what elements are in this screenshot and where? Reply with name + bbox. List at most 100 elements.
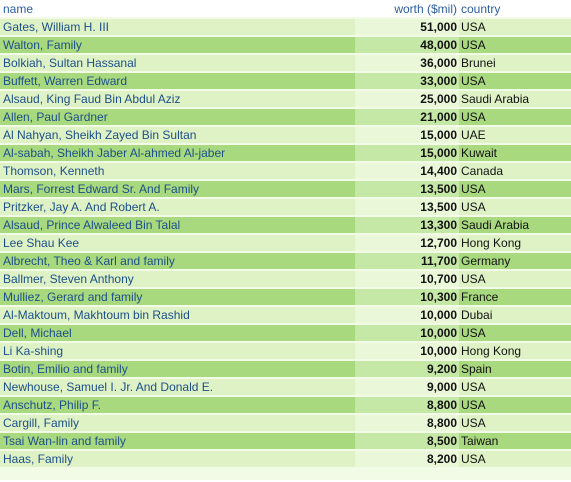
cell-worth: 15,000 <box>355 145 459 161</box>
cell-worth: 10,000 <box>355 343 459 359</box>
cell-country: USA <box>459 415 571 431</box>
table-row: Gates, William H. III 51,000 USA <box>0 19 571 35</box>
cell-name: Haas, Family <box>0 451 355 467</box>
table-row: Al-Maktoum, Makhtoum bin Rashid 10,000 Dub… <box>0 307 571 323</box>
cell-worth: 36,000 <box>355 55 459 71</box>
cell-name: Lee Shau Kee <box>0 235 355 251</box>
cell-name: Anschutz, Philip F. <box>0 397 355 413</box>
cell-name: Allen, Paul Gardner <box>0 109 355 125</box>
cell-worth: 13,300 <box>355 217 459 233</box>
richest-people-table: name worth ($mil) country Gates, William… <box>0 0 571 467</box>
table-row: Alsaud, King Faud Bin Abdul Aziz 25,000 Sa… <box>0 91 571 107</box>
cell-name: Al Nahyan, Sheikh Zayed Bin Sultan <box>0 127 355 143</box>
table-row: Newhouse, Samuel I. Jr. And Donald E. 9,0… <box>0 379 571 395</box>
cell-country: USA <box>459 451 571 467</box>
cell-worth: 8,800 <box>355 397 459 413</box>
cell-name: Al-sabah, Sheikh Jaber Al-ahmed Al-jaber <box>0 145 355 161</box>
cell-country: Spain <box>459 361 571 377</box>
table-row: Haas, Family 8,200 USA <box>0 451 571 467</box>
cell-name: Newhouse, Samuel I. Jr. And Donald E. <box>0 379 355 395</box>
table-row: Botin, Emilio and family 9,200 Spain <box>0 361 571 377</box>
cell-name: Dell, Michael <box>0 325 355 341</box>
cell-name: Al-Maktoum, Makhtoum bin Rashid <box>0 307 355 323</box>
cell-country: Germany <box>459 253 571 269</box>
cell-name: Bolkiah, Sultan Hassanal <box>0 55 355 71</box>
cell-worth: 51,000 <box>355 19 459 35</box>
column-header-worth[interactable]: worth ($mil) <box>355 0 459 17</box>
cell-country: Saudi Arabia <box>459 217 571 233</box>
table-row: Walton, Family 48,000 USA <box>0 37 571 53</box>
table-row: Albrecht, Theo & Karl and family 11,700 Ge… <box>0 253 571 269</box>
cell-country: Hong Kong <box>459 235 571 251</box>
table-row: Mulliez, Gerard and family 10,300 France <box>0 289 571 305</box>
table-row: Bolkiah, Sultan Hassanal 36,000 Brunei <box>0 55 571 71</box>
table-row: Buffett, Warren Edward 33,000 USA <box>0 73 571 89</box>
cell-worth: 13,500 <box>355 181 459 197</box>
cell-worth: 25,000 <box>355 91 459 107</box>
table-row: Al Nahyan, Sheikh Zayed Bin Sultan 15,000… <box>0 127 571 143</box>
cell-worth: 8,800 <box>355 415 459 431</box>
column-header-name[interactable]: name <box>0 0 355 17</box>
cell-name: Pritzker, Jay A. And Robert A. <box>0 199 355 215</box>
cell-name: Cargill, Family <box>0 415 355 431</box>
cell-worth: 8,500 <box>355 433 459 449</box>
cell-country: Saudi Arabia <box>459 91 571 107</box>
cell-worth: 33,000 <box>355 73 459 89</box>
table-row: Allen, Paul Gardner 21,000 USA <box>0 109 571 125</box>
cell-worth: 14,400 <box>355 163 459 179</box>
cell-country: USA <box>459 379 571 395</box>
cell-worth: 15,000 <box>355 127 459 143</box>
table-row: Mars, Forrest Edward Sr. And Family 13,50… <box>0 181 571 197</box>
cell-country: USA <box>459 397 571 413</box>
cell-worth: 48,000 <box>355 37 459 53</box>
cell-country: USA <box>459 199 571 215</box>
cell-country: USA <box>459 109 571 125</box>
table-header-row: name worth ($mil) country <box>0 0 571 17</box>
cell-country: USA <box>459 19 571 35</box>
table-row: Tsai Wan-lin and family 8,500 Taiwan <box>0 433 571 449</box>
cell-worth: 13,500 <box>355 199 459 215</box>
table-row: Al-sabah, Sheikh Jaber Al-ahmed Al-jaber… <box>0 145 571 161</box>
cell-country: USA <box>459 325 571 341</box>
cell-name: Li Ka-shing <box>0 343 355 359</box>
table-row: Ballmer, Steven Anthony 10,700 USA <box>0 271 571 287</box>
column-header-country[interactable]: country <box>459 0 571 17</box>
table-row: Alsaud, Prince Alwaleed Bin Talal 13,300 S… <box>0 217 571 233</box>
cell-country: UAE <box>459 127 571 143</box>
cell-worth: 21,000 <box>355 109 459 125</box>
cell-worth: 8,200 <box>355 451 459 467</box>
cell-country: Hong Kong <box>459 343 571 359</box>
table-row: Pritzker, Jay A. And Robert A. 13,500 USA <box>0 199 571 215</box>
cell-worth: 9,200 <box>355 361 459 377</box>
cell-name: Gates, William H. III <box>0 19 355 35</box>
cell-worth: 12,700 <box>355 235 459 251</box>
table-row: Lee Shau Kee 12,700 Hong Kong <box>0 235 571 251</box>
table-body: Gates, William H. III 51,000 USA Walton, Fa… <box>0 19 571 467</box>
cell-name: Alsaud, King Faud Bin Abdul Aziz <box>0 91 355 107</box>
cell-name: Mars, Forrest Edward Sr. And Family <box>0 181 355 197</box>
cell-worth: 11,700 <box>355 253 459 269</box>
cell-worth: 10,300 <box>355 289 459 305</box>
cell-name: Mulliez, Gerard and family <box>0 289 355 305</box>
cell-worth: 10,000 <box>355 307 459 323</box>
cell-country: Brunei <box>459 55 571 71</box>
cell-country: Dubai <box>459 307 571 323</box>
cell-name: Tsai Wan-lin and family <box>0 433 355 449</box>
cell-worth: 10,700 <box>355 271 459 287</box>
cell-country: USA <box>459 181 571 197</box>
table-row: Anschutz, Philip F. 8,800 USA <box>0 397 571 413</box>
cell-country: USA <box>459 73 571 89</box>
table-row: Dell, Michael 10,000 USA <box>0 325 571 341</box>
cell-name: Botin, Emilio and family <box>0 361 355 377</box>
cell-worth: 9,000 <box>355 379 459 395</box>
cell-country: Canada <box>459 163 571 179</box>
cell-name: Alsaud, Prince Alwaleed Bin Talal <box>0 217 355 233</box>
cell-name: Buffett, Warren Edward <box>0 73 355 89</box>
cell-name: Albrecht, Theo & Karl and family <box>0 253 355 269</box>
cell-name: Walton, Family <box>0 37 355 53</box>
table-row: Cargill, Family 8,800 USA <box>0 415 571 431</box>
cell-country: Kuwait <box>459 145 571 161</box>
table-row: Li Ka-shing 10,000 Hong Kong <box>0 343 571 359</box>
cell-name: Thomson, Kenneth <box>0 163 355 179</box>
